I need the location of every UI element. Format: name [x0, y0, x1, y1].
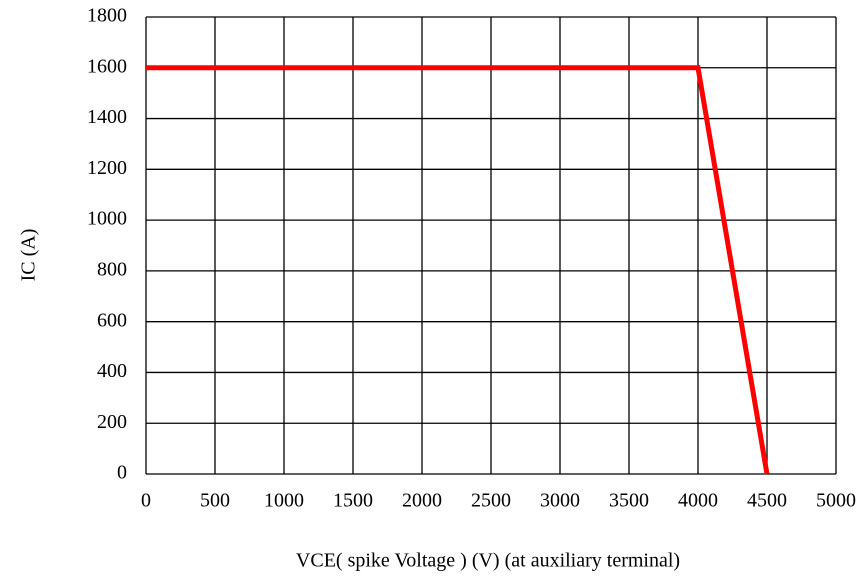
y-tick-label: 1200: [87, 157, 127, 179]
y-tick-label: 400: [97, 360, 127, 382]
x-tick-label: 2500: [471, 490, 511, 512]
y-tick-label: 0: [117, 462, 127, 484]
y-tick-label: 1600: [87, 55, 127, 77]
y-tick-label: 600: [97, 309, 127, 331]
x-tick-label: 2000: [402, 490, 442, 512]
y-tick-label: 1800: [87, 5, 127, 27]
x-tick-label: 5000: [816, 490, 856, 512]
y-tick-label: 1000: [87, 208, 127, 230]
y-axis-label: IC (A): [18, 229, 40, 282]
x-axis-label: VCE( spike Voltage ) (V) (at auxiliary t…: [296, 550, 680, 572]
x-tick-label: 1500: [333, 490, 373, 512]
line: [146, 65, 770, 475]
x-tick-label: 4000: [678, 490, 718, 512]
y-tick-label: 200: [97, 411, 127, 433]
x-tick-label: 3500: [609, 490, 649, 512]
y-tick-label: 800: [97, 258, 127, 280]
y-tick-label: 1400: [87, 106, 127, 128]
x-tick-label: 3000: [540, 490, 580, 512]
x-tick-label: 1000: [264, 490, 304, 512]
x-tick-label: 0: [141, 490, 151, 512]
x-tick-label: 4500: [747, 490, 787, 512]
x-tick-label: 500: [200, 490, 230, 512]
